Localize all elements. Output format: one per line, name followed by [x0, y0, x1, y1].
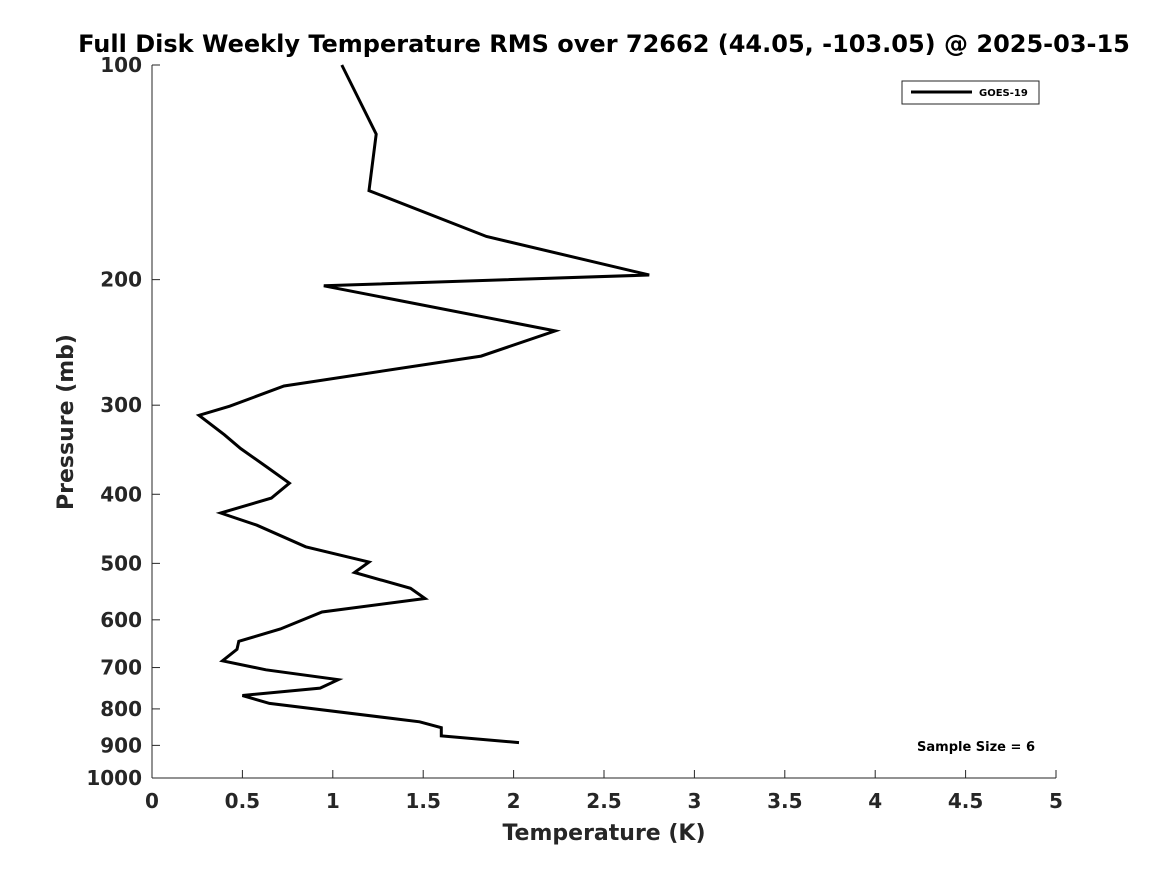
- y-tick-label: 700: [100, 656, 142, 680]
- x-tick-label: 4.5: [948, 789, 983, 813]
- x-tick-label: 0.5: [225, 789, 260, 813]
- y-tick-label: 800: [100, 697, 142, 721]
- series-line-goes-19: [195, 64, 650, 745]
- y-tick-label: 1000: [86, 766, 142, 790]
- x-tick-label: 1: [326, 789, 340, 813]
- x-tick-label: 2.5: [586, 789, 621, 813]
- y-tick-label: 100: [100, 53, 142, 77]
- y-axis-label: Pressure (mb): [54, 334, 79, 510]
- legend-label-goes-19: GOES-19: [979, 88, 1028, 99]
- x-tick-label: 0: [145, 789, 159, 813]
- series-layer: [195, 64, 650, 745]
- y-tick-label: 600: [100, 608, 142, 632]
- x-tick-label: 5: [1049, 789, 1063, 813]
- x-axis-label: Temperature (K): [502, 821, 705, 846]
- plot-area: [152, 65, 1056, 778]
- x-tick-label: 1.5: [405, 789, 440, 813]
- x-axis-ticks: 0 0.5 1 1.5 2 2.5 3 3.5 4 4.5 5: [145, 770, 1063, 813]
- y-tick-label: 900: [100, 733, 142, 757]
- y-tick-label: 400: [100, 482, 142, 506]
- legend: GOES-19: [901, 80, 1040, 105]
- y-tick-label: 500: [100, 551, 142, 575]
- x-tick-label: 3: [687, 789, 701, 813]
- x-tick-label: 4: [868, 789, 882, 813]
- x-tick-label: 2: [507, 789, 521, 813]
- y-tick-label: 200: [100, 268, 142, 292]
- y-axis-ticks: 100 200 300 400 500 600 700 800 900 1000: [86, 53, 160, 790]
- chart-title: Full Disk Weekly Temperature RMS over 72…: [78, 30, 1130, 58]
- y-tick-label: 300: [100, 393, 142, 417]
- sample-size-annotation: Sample Size = 6: [917, 740, 1035, 755]
- x-tick-label: 3.5: [767, 789, 802, 813]
